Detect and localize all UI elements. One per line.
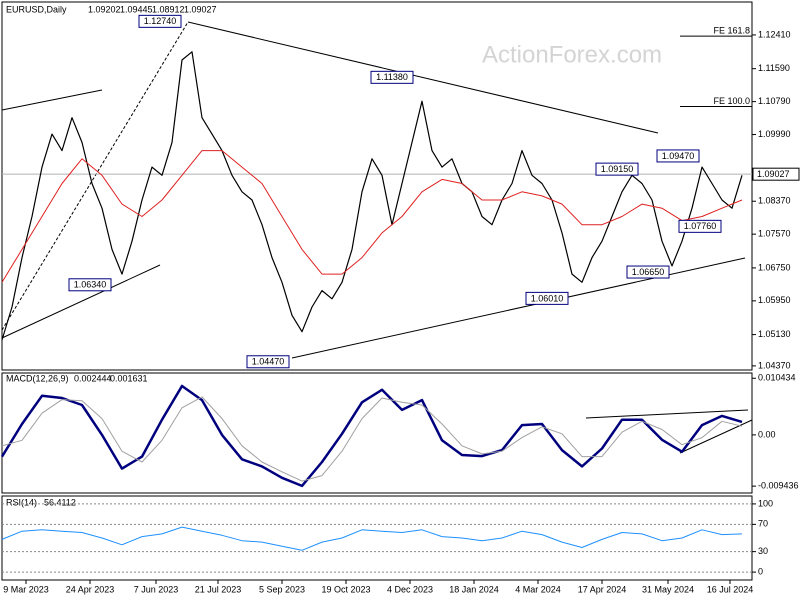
y-tick-label: 0.00: [758, 429, 776, 439]
trendline: [1, 89, 103, 111]
annotation-box: [626, 265, 670, 279]
y-tick-label: 0.010434: [758, 373, 796, 383]
y-tick-label: 1.07570: [758, 229, 791, 239]
last-price-label: 1.09027: [757, 169, 790, 179]
series-line: [1, 526, 743, 551]
y-tick-label: 1.12410: [758, 29, 791, 39]
y-tick-label: 1.06750: [758, 262, 791, 272]
y-tick-label: 100: [758, 498, 773, 508]
y-tick-label: 1.08370: [758, 196, 791, 206]
annotation-label: 1.12740: [144, 16, 177, 26]
y-tick-label: -0.009436: [758, 481, 799, 491]
rsi-panel: [1, 495, 753, 581]
annotation-label: 1.07760: [684, 221, 717, 231]
level-label: FE 100.0: [713, 96, 750, 106]
annotation-box: [68, 278, 112, 292]
x-tick-label: 4 Dec 2023: [387, 584, 433, 594]
annotation-label: 1.06010: [531, 293, 564, 303]
series-line: [1, 396, 743, 482]
x-tick-label: 19 Oct 2023: [321, 584, 370, 594]
macd-title: MACD(12,26,9): [6, 373, 69, 383]
ohlc-low: 1.08912: [152, 4, 185, 14]
x-tick-label: 21 Jul 2023: [195, 584, 242, 594]
x-tick-label: 31 May 2024: [642, 584, 694, 594]
y-tick-label: 1.10790: [758, 96, 791, 106]
x-tick-label: 5 Sep 2023: [259, 584, 305, 594]
level-label: FE 161.8: [713, 26, 750, 36]
macd-panel: [1, 372, 753, 494]
x-tick-label: 4 Mar 2024: [515, 584, 561, 594]
x-tick-label: 16 Jul 2024: [707, 584, 754, 594]
watermark: ActionForex.com: [482, 41, 662, 68]
trendline: [187, 21, 659, 134]
annotation-label: 1.06340: [74, 280, 107, 290]
y-tick-label: 30: [758, 546, 768, 556]
x-tick-label: 17 Apr 2024: [578, 584, 627, 594]
y-tick-label: 1.05950: [758, 295, 791, 305]
annotation-label: 1.09150: [601, 164, 634, 174]
signal-reading: 0.001631: [110, 373, 148, 383]
series-line: [1, 150, 743, 283]
annotation-box: [370, 70, 414, 84]
y-tick-label: 1.09990: [758, 129, 791, 139]
symbol: EURUSD,Daily: [6, 4, 67, 14]
ohlc-open: 1.09202: [88, 4, 121, 14]
annotation-box: [656, 149, 700, 163]
x-tick-label: 9 Mar 2023: [3, 584, 49, 594]
trendline: [1, 264, 161, 339]
annotation-box: [595, 162, 639, 176]
ohlc-high: 1.09445: [120, 4, 153, 14]
annotation-label: 1.06650: [632, 267, 665, 277]
annotation-label: 1.04470: [252, 357, 285, 367]
x-tick-label: 7 Jun 2023: [134, 584, 179, 594]
annotation-box: [525, 291, 569, 305]
annotation-label: 1.11380: [376, 72, 408, 82]
annotation-box: [678, 219, 722, 233]
trendline: [585, 409, 749, 419]
y-tick-label: 1.04370: [758, 360, 791, 370]
rsi-reading: 56.4112: [44, 497, 76, 507]
ohlc-close: 1.09027: [184, 4, 217, 14]
price-panel: [1, 1, 753, 371]
series-line: [0, 384, 743, 488]
annotation-box: [138, 14, 182, 28]
x-tick-label: 18 Jan 2024: [449, 584, 499, 594]
y-tick-label: 1.05130: [758, 329, 791, 339]
y-tick-label: 70: [758, 519, 768, 529]
annotation-label: 1.09470: [662, 151, 695, 161]
last-price-box: [752, 167, 800, 181]
annotation-box: [246, 355, 290, 369]
macd-reading: 0.002444: [74, 373, 112, 383]
rsi-title: RSI(14): [6, 497, 37, 507]
series-line: [1, 51, 743, 341]
x-tick-label: 24 Apr 2023: [66, 584, 115, 594]
y-tick-label: 0: [758, 566, 763, 576]
y-tick-label: 1.11590: [758, 63, 790, 73]
